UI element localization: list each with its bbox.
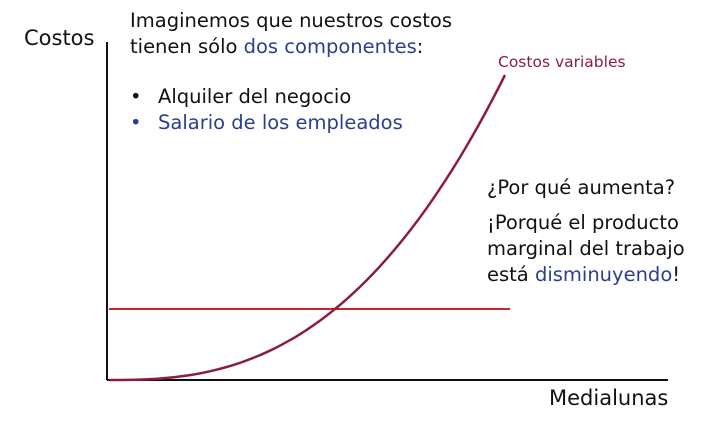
bullet-2-text: Salario de los empleados	[158, 111, 403, 134]
answer-line-1: ¡Porqué el producto	[487, 211, 679, 234]
answer-text: ¡Porqué el producto marginal del trabajo…	[487, 210, 685, 288]
answer-line-2: marginal del trabajo	[487, 237, 685, 260]
question-text: ¿Por qué aumenta?	[487, 176, 676, 199]
x-axis-label: Medialunas	[549, 386, 669, 410]
cost-components-list: • Alquiler del negocio • Salario de los em…	[130, 84, 403, 136]
bullet-dot: •	[130, 111, 142, 134]
list-item: • Alquiler del negocio	[130, 84, 403, 110]
variable-cost-label: Costos variables	[498, 53, 626, 71]
intro-line-2-prefix: tienen sólo	[130, 35, 244, 58]
variable-cost-curve	[109, 74, 507, 382]
intro-line-2-suffix: :	[416, 35, 424, 58]
intro-line-1: Imaginemos que nuestros costos	[130, 9, 453, 32]
bullet-dot: •	[130, 85, 142, 108]
answer-highlight: disminuyendo	[534, 263, 673, 286]
bullet-1-text: Alquiler del negocio	[158, 85, 352, 108]
answer-line-3-suffix: !	[672, 263, 681, 286]
list-item: • Salario de los empleados	[130, 110, 403, 136]
y-axis-label: Costos	[24, 26, 95, 50]
answer-line-3-prefix: está	[487, 263, 535, 286]
intro-text: Imaginemos que nuestros costos tienen só…	[130, 8, 452, 60]
intro-line-2: tienen sólo dos componentes:	[130, 34, 452, 60]
answer-line-3: está disminuyendo!	[487, 262, 685, 288]
intro-highlight: dos componentes	[243, 35, 417, 58]
